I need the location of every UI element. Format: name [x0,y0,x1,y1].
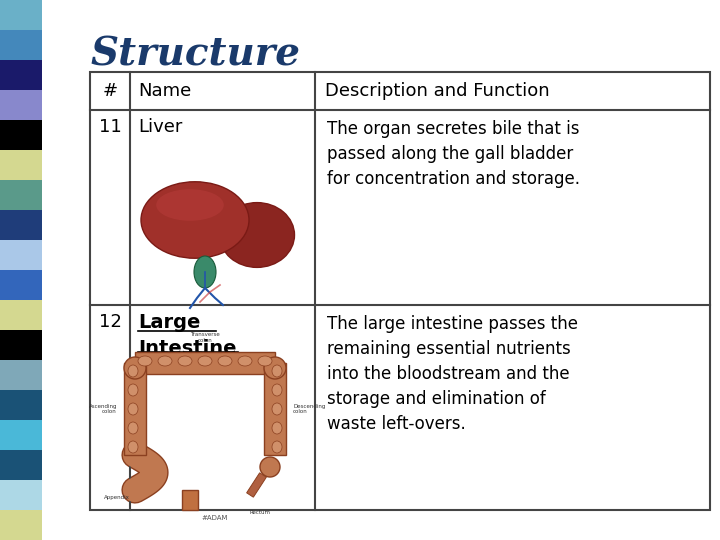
Ellipse shape [128,403,138,415]
Ellipse shape [272,384,282,396]
Ellipse shape [272,365,282,377]
Bar [0,390,42,420]
Polygon shape [264,363,286,455]
Bar [0,30,42,60]
Ellipse shape [272,403,282,415]
Text: Description and Function: Description and Function [325,82,549,100]
Polygon shape [182,490,198,510]
Text: #: # [102,82,117,100]
Bar [0,510,42,540]
Text: Large
Intestine: Large Intestine [138,313,236,359]
Ellipse shape [264,357,286,379]
Ellipse shape [198,356,212,366]
Text: Ascending
colon: Ascending colon [89,403,117,414]
Bar [0,300,42,330]
Ellipse shape [258,356,272,366]
Ellipse shape [128,384,138,396]
Ellipse shape [238,356,252,366]
Ellipse shape [272,441,282,453]
Ellipse shape [128,441,138,453]
Ellipse shape [260,457,280,477]
Polygon shape [247,473,266,497]
Bar [0,0,42,30]
Ellipse shape [141,182,249,258]
Polygon shape [135,352,275,374]
Bar [0,150,42,180]
Text: Liver: Liver [138,118,182,136]
Ellipse shape [156,189,224,221]
Bar [0,450,42,480]
Bar [0,210,42,240]
Ellipse shape [124,357,146,379]
Ellipse shape [272,422,282,434]
Text: Descending
colon: Descending colon [293,403,325,414]
Ellipse shape [194,256,216,288]
Text: 11: 11 [99,118,122,136]
Bar [0,480,42,510]
Ellipse shape [138,356,152,366]
Text: Rectum: Rectum [249,510,270,515]
Bar [90,72,710,510]
Text: The organ secretes bile that is
passed along the gall bladder
for concentration : The organ secretes bile that is passed a… [327,120,580,188]
Text: The large intestine passes the
remaining essential nutrients
into the bloodstrea: The large intestine passes the remaining… [327,315,578,433]
Ellipse shape [218,356,232,366]
Bar [0,180,42,210]
Text: 12: 12 [99,313,122,331]
Bar [0,60,42,90]
Bar [0,240,42,270]
Bar [0,360,42,390]
Text: Transverse
colon: Transverse colon [190,332,220,343]
Ellipse shape [158,356,172,366]
Polygon shape [124,363,146,455]
Ellipse shape [128,365,138,377]
Text: Structure: Structure [90,35,300,73]
Ellipse shape [128,422,138,434]
Text: #ADAM: #ADAM [202,515,228,521]
Bar [0,330,42,360]
Text: Appendix: Appendix [104,495,130,500]
Bar [0,90,42,120]
Ellipse shape [178,356,192,366]
Text: Name: Name [138,82,192,100]
Ellipse shape [220,202,294,267]
Bar [0,120,42,150]
Bar [0,270,42,300]
Bar [0,420,42,450]
